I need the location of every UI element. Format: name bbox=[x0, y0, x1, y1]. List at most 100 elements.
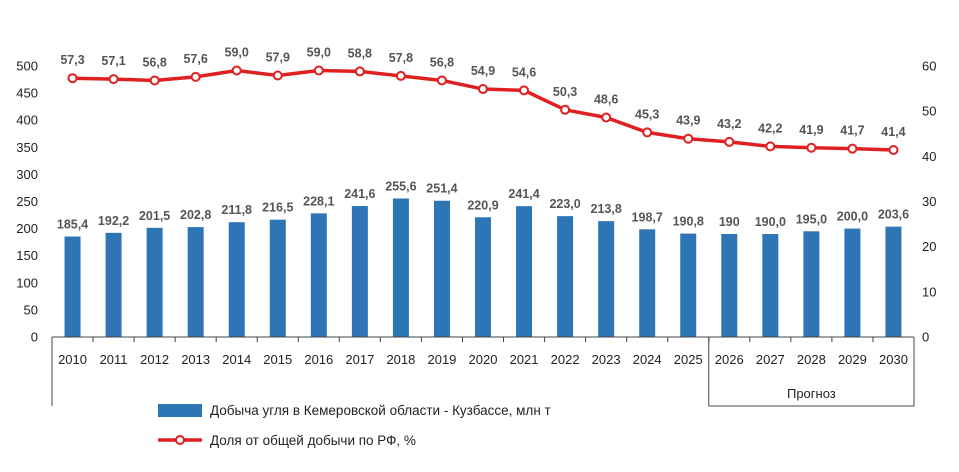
x-tick-label: 2015 bbox=[263, 352, 292, 367]
legend-line-marker bbox=[175, 435, 185, 445]
line-value-label: 43,2 bbox=[717, 117, 741, 131]
line-value-label: 56,8 bbox=[142, 55, 166, 69]
line-value-label: 56,8 bbox=[430, 55, 454, 69]
x-tick-label: 2025 bbox=[674, 352, 703, 367]
bar-value-label: 185,4 bbox=[57, 218, 88, 232]
bar-value-label: 201,5 bbox=[139, 209, 170, 223]
x-tick-label: 2022 bbox=[551, 352, 580, 367]
bar bbox=[187, 227, 204, 337]
left-tick-label: 500 bbox=[16, 59, 38, 74]
bar-value-label: 251,4 bbox=[426, 182, 457, 196]
bar bbox=[844, 228, 861, 337]
bar bbox=[639, 229, 656, 337]
bar bbox=[803, 231, 820, 337]
bar bbox=[269, 219, 286, 337]
x-tick-label: 2026 bbox=[715, 352, 744, 367]
right-tick-label: 20 bbox=[922, 239, 936, 254]
line-value-label: 57,9 bbox=[266, 50, 290, 64]
line-series bbox=[67, 65, 899, 156]
line-value-label: 54,6 bbox=[512, 65, 536, 79]
legend-bar-label: Добыча угля в Кемеровской области - Кузб… bbox=[210, 403, 551, 418]
line-value-label: 41,4 bbox=[881, 125, 905, 139]
line-value-label: 48,6 bbox=[594, 92, 618, 106]
bar bbox=[680, 233, 697, 337]
bar bbox=[64, 236, 81, 337]
bar-value-label: 203,6 bbox=[878, 208, 909, 222]
forecast-label: Прогноз bbox=[787, 386, 836, 401]
line-point bbox=[519, 85, 530, 96]
bar-value-label: 190 bbox=[719, 215, 740, 229]
line-point bbox=[67, 73, 78, 84]
line-point bbox=[765, 141, 776, 152]
left-tick-label: 200 bbox=[16, 221, 38, 236]
line-point bbox=[354, 66, 365, 77]
line-data-labels: 57,3 57,1 56,8 57,6 59,0 57,9 59,0 58,8 57,8 56,8… bbox=[60, 46, 905, 139]
bar-value-label: 198,7 bbox=[632, 210, 663, 224]
bar bbox=[228, 222, 245, 337]
bar-data-labels: 185,4 192,2 201,5 202,8 211,8 216,5 228,1 241,6… bbox=[57, 179, 909, 231]
line-point bbox=[436, 75, 447, 86]
x-tick-label: 2016 bbox=[304, 352, 333, 367]
left-tick-label: 450 bbox=[16, 86, 38, 101]
left-tick-label: 400 bbox=[16, 113, 38, 128]
left-tick-label: 50 bbox=[24, 302, 38, 317]
line-point bbox=[888, 145, 899, 156]
bar-value-label: 220,9 bbox=[467, 198, 498, 212]
bar-value-label: 228,1 bbox=[303, 194, 334, 208]
x-tick-label: 2010 bbox=[58, 352, 87, 367]
x-tick-label: 2027 bbox=[756, 352, 785, 367]
left-tick-label: 0 bbox=[31, 330, 38, 345]
right-tick-label: 60 bbox=[922, 59, 936, 74]
bar bbox=[475, 217, 491, 337]
line-point bbox=[847, 143, 858, 154]
right-tick-label: 50 bbox=[922, 104, 936, 119]
line-value-label: 57,3 bbox=[60, 53, 84, 67]
line-point bbox=[190, 71, 201, 82]
left-y-axis: 0 50 100 150 200 250 300 350 400 450 500 bbox=[16, 59, 38, 345]
bar-value-label: 211,8 bbox=[221, 203, 252, 217]
line-value-label: 43,9 bbox=[676, 114, 700, 128]
bar-value-label: 255,6 bbox=[385, 179, 416, 193]
bar bbox=[598, 221, 615, 337]
line-value-label: 41,7 bbox=[840, 124, 864, 138]
bar-series bbox=[64, 198, 902, 337]
line-point bbox=[642, 127, 653, 138]
right-tick-label: 0 bbox=[922, 330, 929, 345]
line-point bbox=[231, 65, 242, 76]
x-tick-label: 2017 bbox=[345, 352, 374, 367]
line-value-label: 57,8 bbox=[389, 51, 413, 65]
line-point bbox=[560, 104, 571, 115]
x-tick-label: 2021 bbox=[510, 352, 539, 367]
x-tick-label: 2012 bbox=[140, 352, 169, 367]
x-tick-label: 2020 bbox=[469, 352, 498, 367]
x-tick-label: 2011 bbox=[100, 352, 128, 367]
x-tick-label: 2024 bbox=[633, 352, 662, 367]
legend-bar-swatch bbox=[158, 404, 202, 417]
line-value-label: 54,9 bbox=[471, 64, 495, 78]
bar bbox=[516, 206, 533, 337]
bar-value-label: 202,8 bbox=[180, 208, 211, 222]
bar bbox=[146, 227, 163, 337]
bar-value-label: 190,8 bbox=[673, 215, 704, 229]
bar-value-label: 192,2 bbox=[98, 214, 129, 228]
bar-value-label: 241,6 bbox=[344, 187, 375, 201]
left-tick-label: 150 bbox=[16, 248, 38, 263]
line-point bbox=[313, 65, 324, 76]
bar bbox=[721, 234, 738, 337]
bar-value-label: 213,8 bbox=[591, 202, 622, 216]
line-value-label: 58,8 bbox=[348, 46, 372, 60]
bar-value-label: 200,0 bbox=[837, 210, 868, 224]
legend: Добыча угля в Кемеровской области - Кузб… bbox=[158, 403, 551, 448]
line-value-label: 59,0 bbox=[307, 46, 331, 60]
line-point bbox=[683, 133, 694, 144]
x-tick-label: 2023 bbox=[592, 352, 621, 367]
line-value-label: 57,1 bbox=[101, 54, 125, 68]
line-point bbox=[108, 74, 119, 85]
line-value-label: 42,2 bbox=[758, 121, 782, 135]
line-value-label: 41,9 bbox=[799, 123, 823, 137]
bar bbox=[885, 226, 902, 337]
line-point bbox=[478, 84, 488, 95]
bar bbox=[762, 234, 779, 337]
line-point bbox=[724, 136, 735, 147]
